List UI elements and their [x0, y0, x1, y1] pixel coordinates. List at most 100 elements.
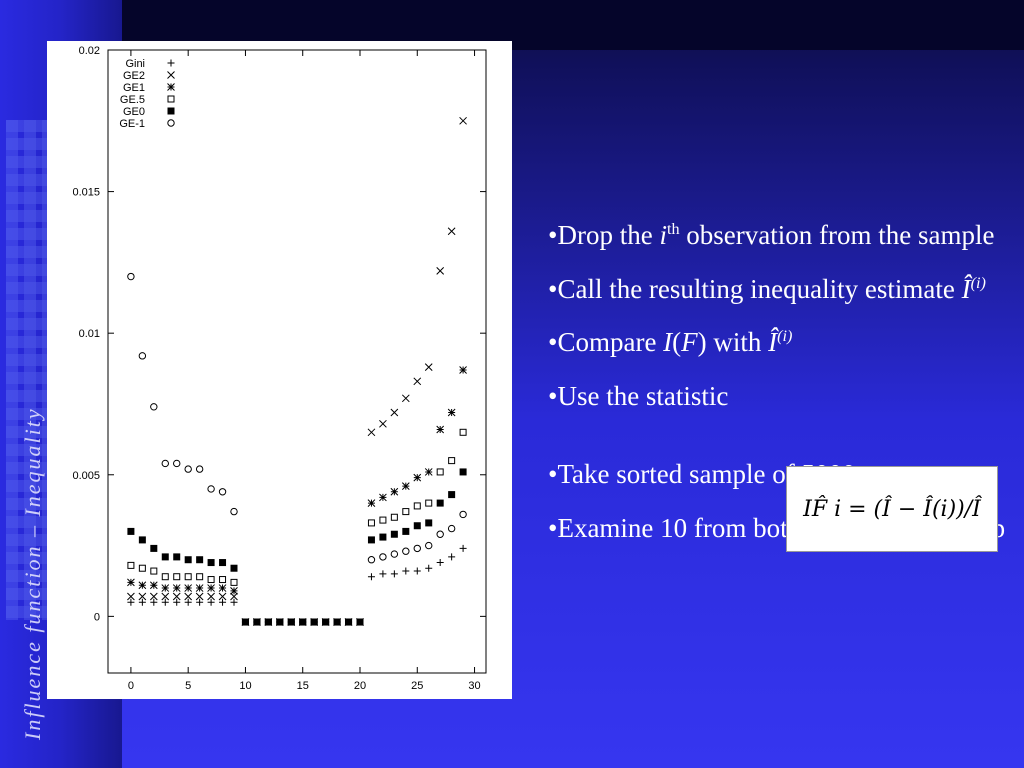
- data-point-ge2: [172, 592, 181, 601]
- data-point-ge2: [195, 592, 204, 601]
- data-point-ge-5: [436, 468, 444, 476]
- data-point-ge-5: [219, 576, 227, 584]
- legend-label: GE0: [123, 106, 145, 118]
- data-point-ge-1: [436, 530, 444, 538]
- x-tick-label: 30: [468, 680, 480, 692]
- data-point-ge1: [138, 581, 147, 590]
- data-point-ge2: [138, 592, 147, 601]
- data-point-gini: [150, 598, 158, 606]
- data-point-ge2: [390, 408, 399, 417]
- data-point-ge0: [310, 618, 318, 626]
- data-point-gini: [413, 567, 421, 575]
- data-point-ge-5: [390, 513, 398, 521]
- legend-marker: [167, 83, 175, 91]
- legend-marker: [167, 59, 175, 67]
- data-point-ge0: [287, 618, 295, 626]
- data-point-ge-5: [161, 573, 169, 581]
- x-tick-label: 15: [297, 680, 309, 692]
- data-point-ge1: [424, 468, 433, 476]
- data-point-ge-1: [230, 507, 238, 516]
- plot-frame: [107, 49, 487, 674]
- legend-marker: [167, 119, 175, 127]
- data-point-ge0: [436, 499, 444, 507]
- data-point-ge-5: [173, 573, 181, 581]
- data-point-ge2: [207, 592, 215, 601]
- data-point-ge-1: [138, 352, 147, 360]
- bullet-statistic: •Use the statistic: [548, 380, 729, 411]
- data-point-ge0: [184, 556, 192, 564]
- data-point-gini: [184, 598, 192, 606]
- data-point-ge-5: [127, 561, 135, 569]
- legend-label: GE.5: [120, 94, 145, 106]
- data-point-ge-5: [184, 573, 192, 581]
- data-point-gini: [219, 598, 227, 606]
- data-point-ge-1: [207, 485, 215, 493]
- data-point-ge0: [356, 618, 364, 626]
- data-point-ge2: [436, 267, 445, 275]
- data-point-ge-1: [459, 510, 467, 519]
- data-point-gini: [138, 598, 146, 606]
- data-point-ge1: [436, 425, 445, 434]
- bullet-drop: •Drop the ith observation from the sampl…: [548, 220, 995, 250]
- data-point-ge-1: [150, 403, 158, 411]
- data-point-ge1: [390, 487, 399, 496]
- data-point-ge0: [173, 553, 181, 561]
- data-point-ge0: [390, 530, 398, 538]
- legend-label: GE2: [123, 70, 145, 82]
- data-point-ge2: [367, 428, 376, 437]
- data-point-ge-1: [379, 553, 387, 561]
- data-point-ge-5: [425, 499, 433, 507]
- data-point-gini: [379, 570, 387, 578]
- bullet-compare: •Compare I(F) with Î(i): [548, 327, 793, 357]
- data-point-ge0: [333, 618, 341, 626]
- y-tick-label: 0.015: [72, 187, 100, 199]
- data-point-ge2: [379, 419, 387, 428]
- y-tick-label: 0.005: [72, 470, 100, 482]
- influence-scatter-chart: 0 5 10 15 20 25 3000.0050.010.0150.02GiniGE2GE…: [72, 45, 487, 692]
- legend-label: Gini: [125, 58, 145, 70]
- data-point-ge-1: [195, 465, 204, 473]
- bullet-call: •Call the resulting inequality estimate …: [548, 273, 986, 304]
- data-point-ge1: [459, 366, 467, 374]
- data-point-ge1: [447, 408, 456, 417]
- influence-formula: IF̂ i = (Î − Î(i))/Î: [803, 496, 981, 522]
- data-point-ge0: [413, 522, 421, 530]
- data-point-ge0: [207, 559, 215, 567]
- x-tick-label: 10: [239, 680, 251, 692]
- data-point-ge1: [184, 584, 193, 592]
- data-point-ge-5: [402, 508, 410, 516]
- data-point-ge2: [413, 377, 422, 386]
- x-tick-label: 5: [185, 680, 191, 692]
- data-point-ge0: [127, 527, 135, 535]
- data-point-ge1: [401, 482, 410, 490]
- data-point-ge1: [367, 499, 376, 507]
- data-point-ge-1: [447, 524, 456, 533]
- data-point-ge0: [367, 536, 375, 544]
- data-point-ge1: [218, 584, 227, 592]
- data-point-gini: [436, 559, 444, 567]
- data-point-gini: [425, 564, 433, 572]
- data-point-gini: [196, 598, 204, 606]
- data-point-ge1: [413, 473, 422, 482]
- data-point-ge1: [161, 584, 170, 592]
- data-point-ge0: [253, 618, 261, 626]
- data-point-gini: [367, 573, 375, 581]
- y-tick-label: 0.02: [79, 45, 100, 57]
- data-point-ge-1: [218, 488, 227, 496]
- data-point-ge0: [161, 553, 169, 561]
- data-point-ge-5: [207, 576, 215, 584]
- data-point-ge1: [230, 587, 238, 595]
- data-point-ge-5: [459, 428, 467, 436]
- data-point-ge0: [230, 564, 238, 572]
- data-point-ge1: [149, 581, 158, 590]
- data-point-ge2: [401, 394, 410, 403]
- legend-label: GE-1: [119, 118, 145, 130]
- data-point-ge1: [207, 584, 215, 592]
- data-point-ge-1: [425, 541, 433, 550]
- data-point-ge-1: [184, 465, 192, 473]
- data-point-ge-1: [173, 459, 181, 468]
- chart-panel: 0 5 10 15 20 25 30 0 0.005 0.01 0.015 0.02 Gini GE2 GE…: [47, 41, 512, 699]
- data-point-ge0: [150, 544, 158, 552]
- legend-label: GE1: [123, 82, 145, 94]
- data-point-ge-1: [390, 550, 399, 558]
